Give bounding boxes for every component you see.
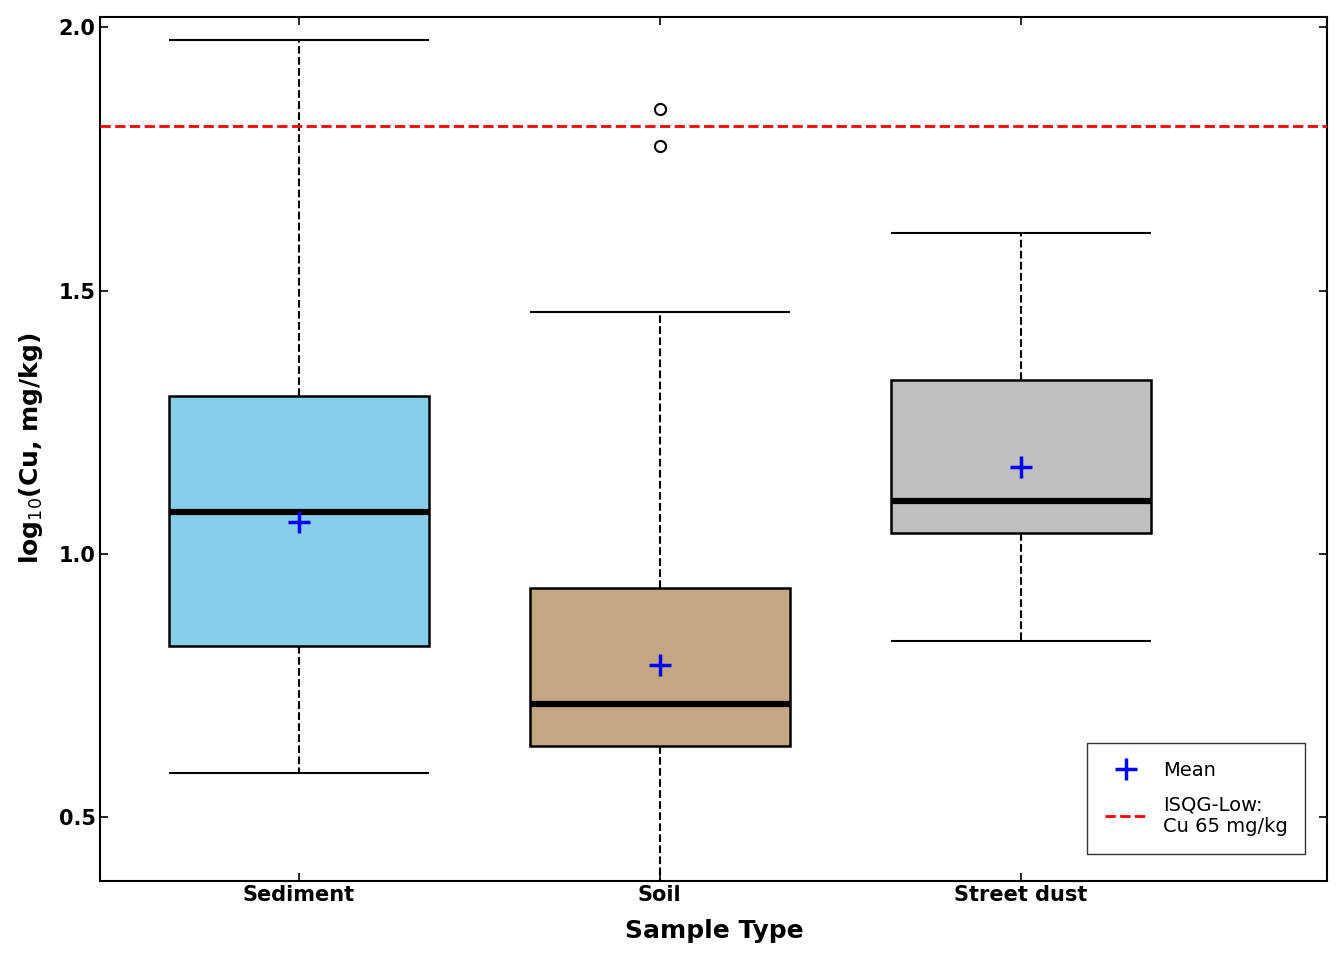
X-axis label: Sample Type: Sample Type: [625, 920, 804, 944]
Bar: [169, 396, 429, 646]
Bar: [891, 380, 1150, 533]
Bar: [530, 588, 790, 746]
Y-axis label: log$_{10}$(Cu, mg/kg): log$_{10}$(Cu, mg/kg): [16, 333, 44, 564]
Legend: Mean, ISQG-Low:
Cu 65 mg/kg: Mean, ISQG-Low: Cu 65 mg/kg: [1087, 743, 1305, 853]
